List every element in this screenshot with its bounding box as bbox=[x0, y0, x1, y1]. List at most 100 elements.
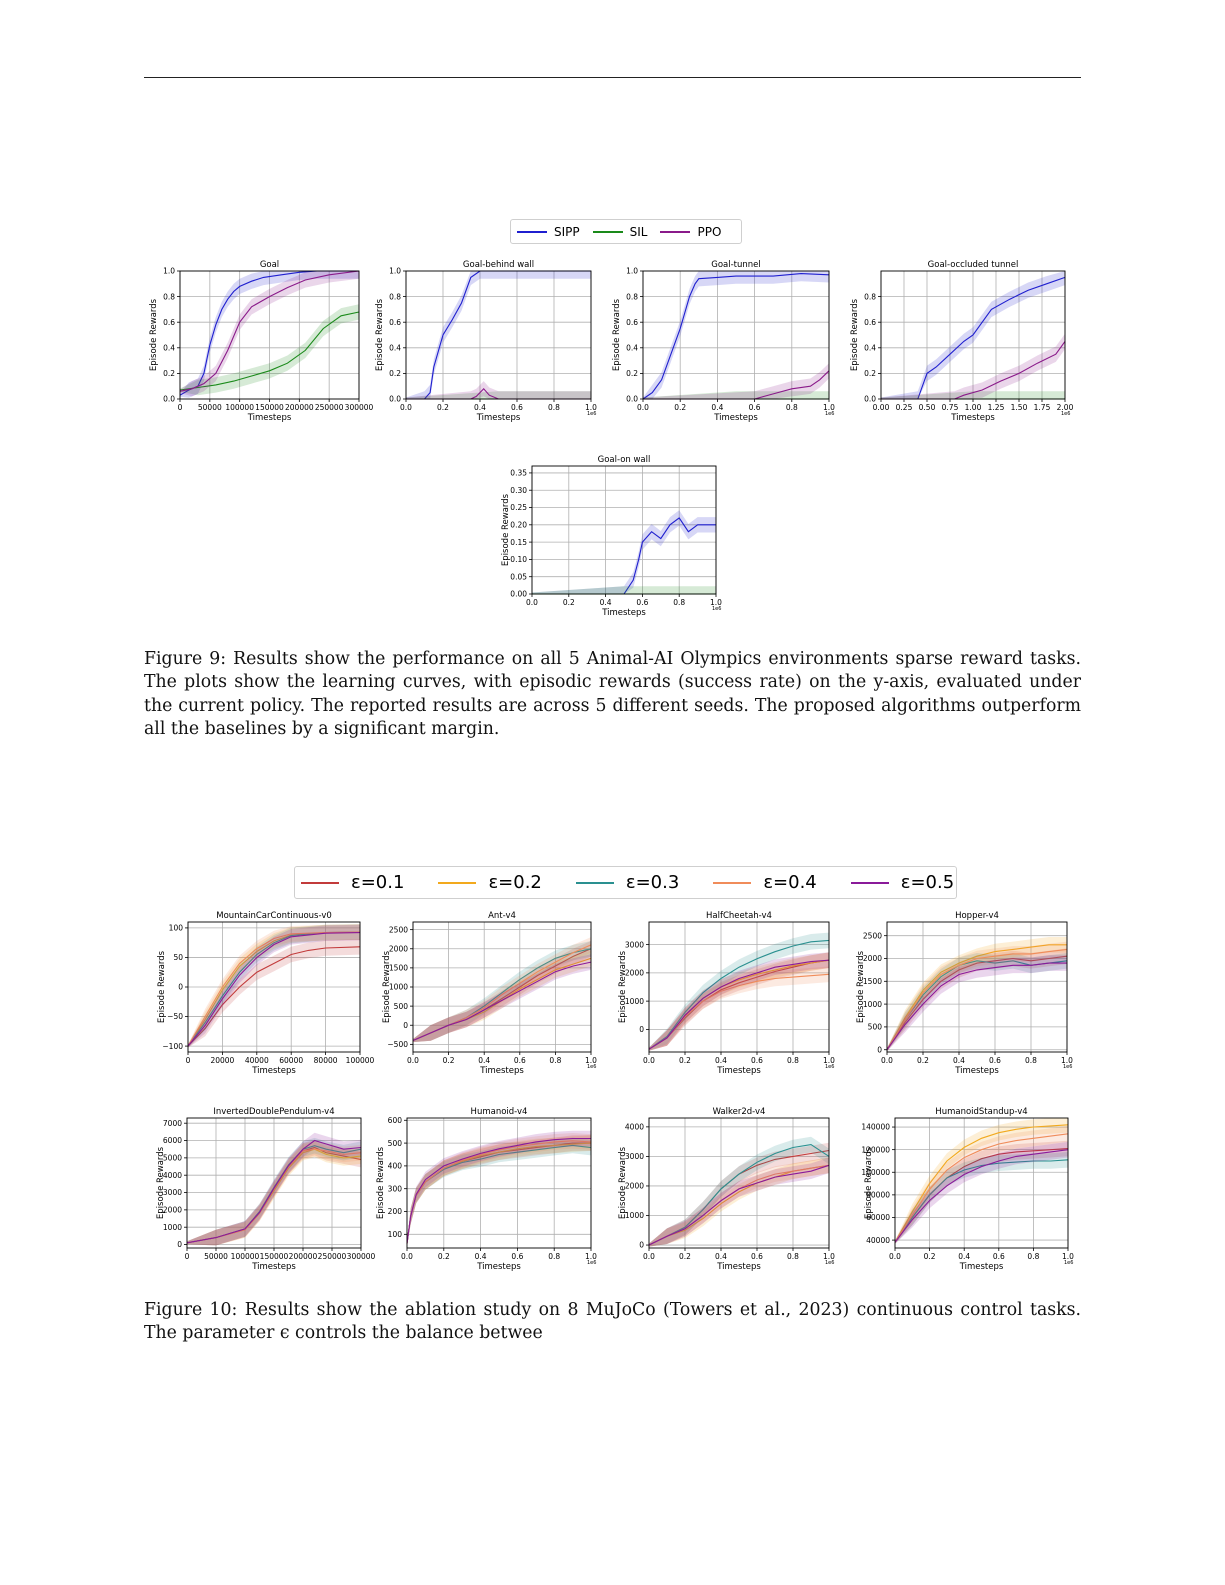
chart-title: Goal-behind wall bbox=[463, 260, 534, 270]
y-tick-label: 1000 bbox=[163, 1223, 182, 1232]
x-tick-label: 0.6 bbox=[511, 403, 523, 412]
y-tick-label: 0.10 bbox=[510, 555, 527, 564]
x-tick-label: 0.6 bbox=[989, 1056, 1001, 1065]
x-tick-label: 0.2 bbox=[679, 1056, 691, 1065]
x-tick-label: 0.6 bbox=[636, 598, 648, 607]
x-tick-label: 0.8 bbox=[673, 598, 685, 607]
y-tick-label: 0.8 bbox=[389, 292, 401, 301]
y-tick-label: 2500 bbox=[863, 931, 882, 940]
x-axis-label: Timesteps bbox=[950, 413, 995, 423]
x-tick-label: 0.2 bbox=[437, 403, 449, 412]
x-tick-label: 0.8 bbox=[548, 403, 560, 412]
x-tick-label: 0 bbox=[185, 1252, 190, 1261]
x-offset-label: 1e6 bbox=[587, 1260, 596, 1266]
y-tick-label: 0.4 bbox=[864, 344, 876, 353]
x-tick-label: 150000 bbox=[255, 403, 284, 412]
x-tick-label: 40000 bbox=[245, 1056, 269, 1065]
x-tick-label: 150000 bbox=[260, 1252, 289, 1261]
x-tick-label: 0.6 bbox=[749, 403, 761, 412]
y-tick-label: 0.4 bbox=[163, 344, 175, 353]
x-tick-label: 0.25 bbox=[896, 403, 913, 412]
y-axis-label: Episode Rewards bbox=[618, 1146, 628, 1219]
x-tick-label: 0.00 bbox=[873, 403, 890, 412]
chart-title: HalfCheetah-v4 bbox=[706, 911, 772, 921]
y-tick-label: −50 bbox=[167, 1012, 183, 1021]
subplot: 0.0 0.2 0.4 0.6 0.8 1.005001000150020002500Ho… bbox=[856, 911, 1073, 1076]
y-axis-label: Episode Rewards bbox=[382, 950, 392, 1023]
y-tick-label: 500 bbox=[868, 1023, 883, 1032]
y-tick-label: 2500 bbox=[389, 925, 408, 934]
x-tick-label: 250000 bbox=[315, 403, 344, 412]
y-tick-label: 140000 bbox=[861, 1123, 890, 1132]
y-tick-label: 200 bbox=[388, 1207, 403, 1216]
x-axis-label: Timesteps bbox=[476, 1262, 521, 1272]
x-tick-label: 1.75 bbox=[1034, 403, 1051, 412]
x-tick-label: 0.0 bbox=[407, 1056, 419, 1065]
y-axis-label: Episode Rewards bbox=[376, 1146, 386, 1219]
x-tick-label: 0.0 bbox=[637, 403, 649, 412]
x-tick-label: 0.8 bbox=[1025, 1056, 1037, 1065]
x-offset-label: 1e6 bbox=[712, 606, 721, 612]
subplot: 0.0 0.2 0.4 0.6 0.8 1.0 0.0 0.2 0.4 0.6 0.8 1.0 Goal… bbox=[612, 260, 835, 423]
y-axis-label: Episode Rewards bbox=[612, 298, 622, 371]
chart-title: Goal bbox=[260, 260, 279, 270]
x-offset-label: 1e6 bbox=[587, 411, 596, 417]
x-tick-label: 0.0 bbox=[400, 403, 412, 412]
x-offset-label: 1e6 bbox=[825, 1260, 834, 1266]
subplot: 0 50000 100000 150000 200000 250000 300000 0.0 0… bbox=[149, 260, 374, 423]
x-tick-label: 100000 bbox=[346, 1056, 375, 1065]
x-axis-label: Timesteps bbox=[716, 1066, 761, 1076]
y-tick-label: 0.6 bbox=[163, 318, 175, 327]
chart-title: Goal-tunnel bbox=[711, 260, 761, 270]
chart-title: HumanoidStandup-v4 bbox=[935, 1107, 1027, 1117]
y-tick-label: 0.0 bbox=[163, 395, 175, 404]
x-offset-label: 1e6 bbox=[825, 411, 834, 417]
y-axis-label: Episode Rewards bbox=[856, 950, 866, 1023]
x-tick-label: 0.6 bbox=[751, 1252, 763, 1261]
y-tick-label: 0.8 bbox=[163, 292, 175, 301]
x-axis-label: Timesteps bbox=[479, 1066, 524, 1076]
x-tick-label: 0.2 bbox=[443, 1056, 455, 1065]
x-tick-label: 100000 bbox=[225, 403, 254, 412]
chart-title: InvertedDoublePendulum-v4 bbox=[213, 1107, 334, 1117]
x-tick-label: 0.8 bbox=[787, 1056, 799, 1065]
y-tick-label: 1.0 bbox=[626, 267, 638, 276]
x-axis-label: Timesteps bbox=[713, 413, 758, 423]
x-tick-label: 0 bbox=[186, 1056, 191, 1065]
x-tick-label: 0.2 bbox=[438, 1252, 450, 1261]
x-tick-label: 0.2 bbox=[563, 598, 575, 607]
y-tick-label: 1.0 bbox=[163, 267, 175, 276]
x-axis-label: Timesteps bbox=[247, 413, 292, 423]
figure10-caption: Figure 10: Results show the ablation stu… bbox=[144, 1299, 1081, 1346]
x-axis-label: Timesteps bbox=[476, 413, 521, 423]
x-axis-label: Timesteps bbox=[954, 1066, 999, 1076]
y-tick-label: 0 bbox=[877, 1045, 882, 1054]
subplot: 0.0 0.2 0.4 0.6 0.8 1.00.000.050.100.150.200.… bbox=[501, 455, 722, 618]
x-tick-label: 0.8 bbox=[786, 403, 798, 412]
y-axis-label: Episode Rewards bbox=[157, 950, 167, 1023]
x-axis-label: Timesteps bbox=[251, 1262, 296, 1272]
y-tick-label: 6000 bbox=[163, 1136, 182, 1145]
x-tick-label: 0.0 bbox=[643, 1056, 655, 1065]
figure9-caption: Figure 9: Results show the performance o… bbox=[144, 648, 1081, 741]
y-tick-label: 500 bbox=[394, 1002, 409, 1011]
chart-title: Walker2d-v4 bbox=[713, 1107, 766, 1117]
subplot: 0.0 0.2 0.4 0.6 0.8 1.04000060000800001000001… bbox=[861, 1107, 1074, 1272]
x-tick-label: 0.0 bbox=[526, 598, 538, 607]
y-tick-label: 0.0 bbox=[626, 395, 638, 404]
x-offset-label: 1e6 bbox=[1061, 411, 1070, 417]
x-tick-label: 0.0 bbox=[881, 1056, 893, 1065]
x-tick-label: 0.75 bbox=[942, 403, 959, 412]
y-tick-label: 0.6 bbox=[389, 318, 401, 327]
x-tick-label: 50000 bbox=[204, 1252, 228, 1261]
y-axis-label: Episode Rewards bbox=[156, 1146, 166, 1219]
chart-title: Ant-v4 bbox=[488, 911, 516, 921]
y-tick-label: 0.2 bbox=[389, 369, 401, 378]
chart-title: Goal-on wall bbox=[598, 455, 651, 465]
subplot: 0.0 0.2 0.4 0.6 0.8 1.00100020003000HalfCheet… bbox=[618, 911, 835, 1076]
x-tick-label: 60000 bbox=[279, 1056, 303, 1065]
x-tick-label: 0.50 bbox=[919, 403, 936, 412]
y-tick-label: 0.6 bbox=[864, 318, 876, 327]
x-tick-label: 0.4 bbox=[953, 1056, 965, 1065]
y-tick-label: 0 bbox=[178, 983, 183, 992]
